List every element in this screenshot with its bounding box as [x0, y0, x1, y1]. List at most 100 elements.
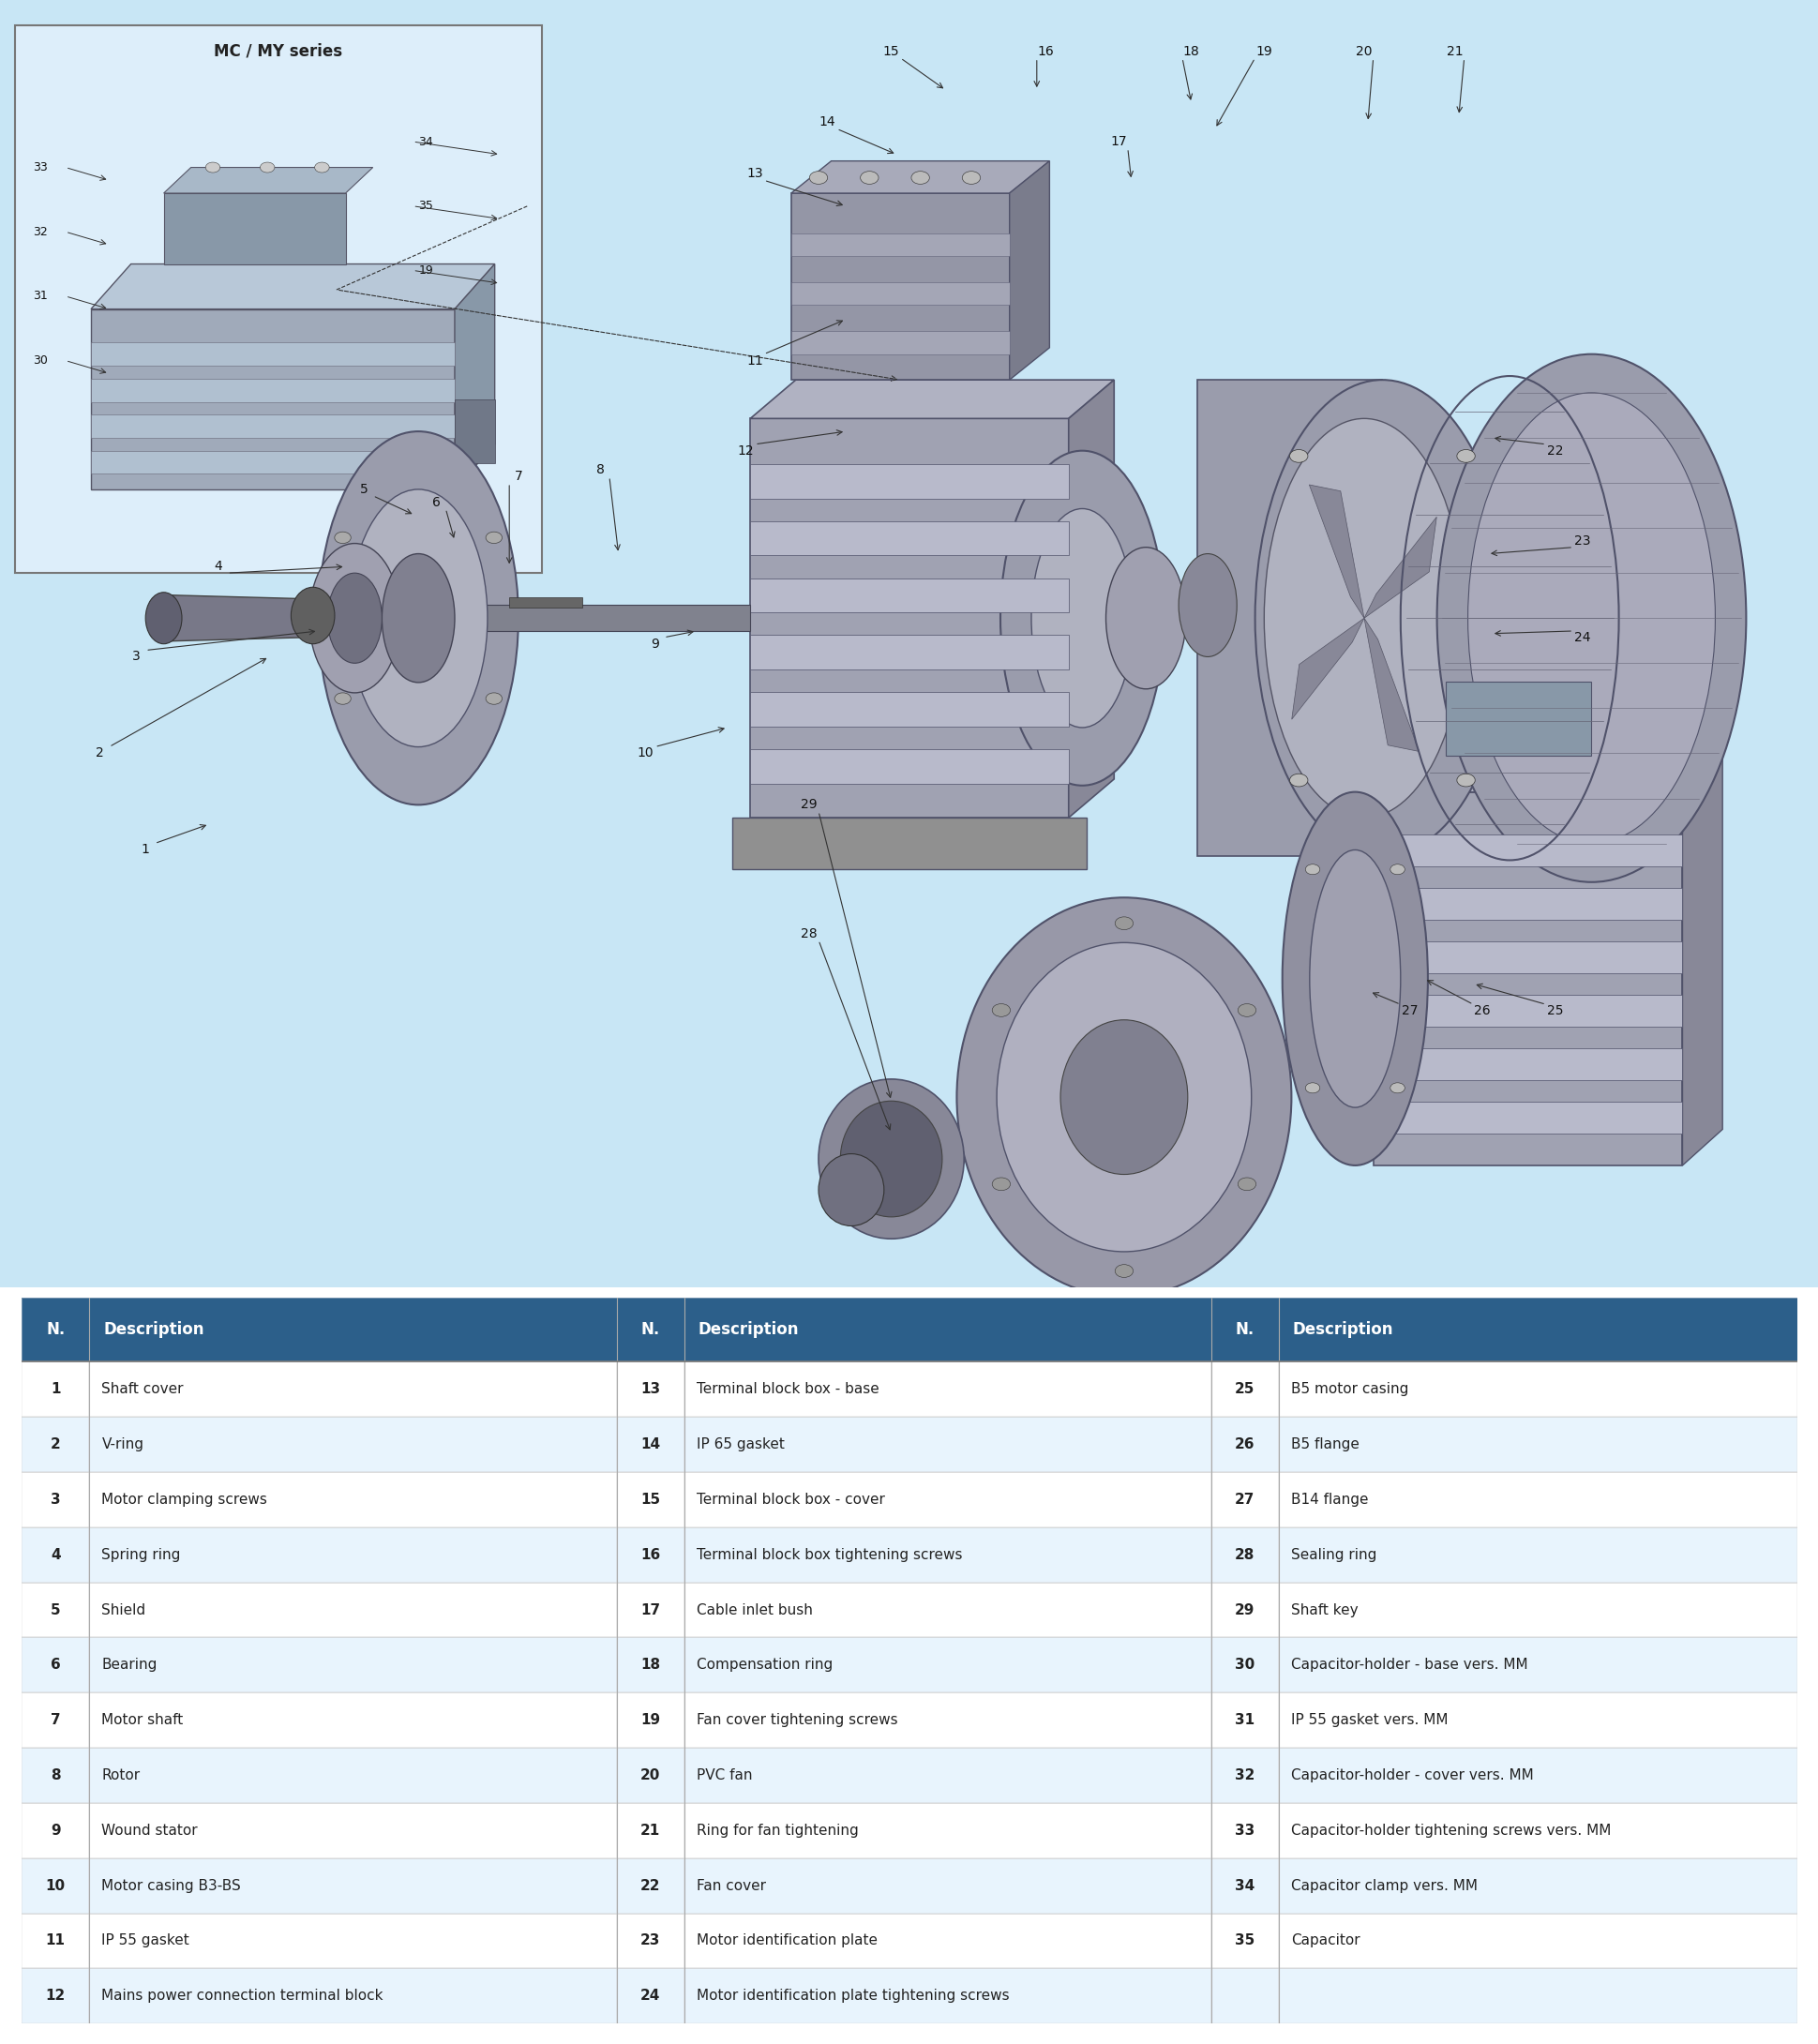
Bar [89, 1968, 616, 2024]
Text: 3: 3 [51, 1492, 60, 1506]
Text: 29: 29 [800, 799, 818, 811]
Bar [89, 1803, 616, 1858]
Ellipse shape [860, 172, 878, 184]
Text: Shaft cover: Shaft cover [102, 1382, 184, 1396]
Bar [22, 1858, 89, 1913]
Polygon shape [1682, 756, 1722, 1165]
Bar [616, 1582, 684, 1637]
Text: 18: 18 [640, 1658, 660, 1672]
Bar [91, 415, 454, 437]
Text: 5: 5 [360, 482, 367, 497]
Text: 25: 25 [1234, 1382, 1254, 1396]
Text: B14 flange: B14 flange [1291, 1492, 1367, 1506]
Text: 19: 19 [1254, 45, 1273, 57]
Ellipse shape [1264, 419, 1463, 818]
Bar [616, 1298, 684, 1361]
Ellipse shape [327, 572, 382, 662]
Bar [1211, 1803, 1278, 1858]
Bar [791, 192, 1009, 380]
Text: 4: 4 [51, 1547, 60, 1562]
Bar [749, 578, 1067, 613]
Text: 28: 28 [1234, 1547, 1254, 1562]
Ellipse shape [349, 489, 487, 746]
Bar [1373, 942, 1682, 973]
Text: 3: 3 [133, 650, 140, 664]
Ellipse shape [1289, 450, 1307, 462]
Ellipse shape [205, 161, 220, 172]
Polygon shape [1291, 617, 1364, 719]
Text: 10: 10 [45, 1878, 65, 1893]
Text: N.: N. [45, 1320, 65, 1339]
Ellipse shape [1456, 775, 1474, 787]
Bar [1445, 681, 1591, 756]
Text: 7: 7 [514, 470, 522, 482]
Text: MC / MY series: MC / MY series [215, 43, 342, 59]
Bar [684, 1692, 1211, 1748]
Text: 1: 1 [142, 844, 149, 856]
Text: Ring for fan tightening: Ring for fan tightening [696, 1823, 858, 1838]
Text: Compensation ring: Compensation ring [696, 1658, 833, 1672]
Text: 17: 17 [1109, 135, 1127, 149]
Bar [1373, 834, 1682, 867]
Bar [1278, 1968, 1796, 2024]
Text: 24: 24 [640, 1989, 660, 2003]
Ellipse shape [996, 942, 1251, 1251]
Text: 30: 30 [33, 354, 47, 366]
Text: 20: 20 [640, 1768, 660, 1782]
Bar [1211, 1582, 1278, 1637]
Text: Cable inlet bush: Cable inlet bush [696, 1602, 813, 1617]
Text: Fan cover: Fan cover [696, 1878, 765, 1893]
Bar [22, 1527, 89, 1582]
Text: Motor clamping screws: Motor clamping screws [102, 1492, 267, 1506]
Bar [616, 1858, 684, 1913]
Ellipse shape [1238, 1177, 1256, 1190]
Bar [1373, 791, 1682, 1165]
Bar [1278, 1298, 1796, 1361]
Text: 32: 32 [33, 225, 47, 237]
Text: Capacitor-holder - base vers. MM: Capacitor-holder - base vers. MM [1291, 1658, 1527, 1672]
Text: 34: 34 [418, 135, 433, 147]
Bar [1278, 1803, 1796, 1858]
Polygon shape [749, 380, 1113, 419]
Bar [300, 605, 749, 632]
Text: 15: 15 [882, 45, 900, 57]
Bar [616, 1416, 684, 1472]
Bar [684, 1637, 1211, 1692]
Ellipse shape [315, 161, 329, 172]
Ellipse shape [818, 1079, 964, 1239]
Bar [684, 1527, 1211, 1582]
Bar [1278, 1582, 1796, 1637]
Bar [749, 693, 1067, 726]
Text: 34: 34 [1234, 1878, 1254, 1893]
Text: Description: Description [698, 1320, 798, 1339]
Text: 26: 26 [1234, 1437, 1254, 1451]
Polygon shape [91, 264, 494, 309]
Bar [1211, 1858, 1278, 1913]
Polygon shape [791, 161, 1049, 192]
Bar [749, 636, 1067, 670]
Bar [91, 343, 454, 366]
Text: 31: 31 [1234, 1713, 1254, 1727]
Text: PVC fan: PVC fan [696, 1768, 753, 1782]
Bar [791, 233, 1009, 256]
Ellipse shape [962, 172, 980, 184]
Bar [1278, 1527, 1796, 1582]
Ellipse shape [1254, 380, 1509, 856]
Text: Description: Description [1293, 1320, 1393, 1339]
Text: IP 55 gasket vers. MM: IP 55 gasket vers. MM [1291, 1713, 1447, 1727]
Bar [1278, 1913, 1796, 1968]
Ellipse shape [1114, 1265, 1133, 1278]
Bar [89, 1298, 616, 1361]
Text: 32: 32 [1234, 1768, 1254, 1782]
Bar [1373, 1102, 1682, 1132]
Text: Fan cover tightening screws: Fan cover tightening screws [696, 1713, 898, 1727]
Bar [1278, 1692, 1796, 1748]
Text: 21: 21 [640, 1823, 660, 1838]
Polygon shape [1009, 161, 1049, 380]
Bar [1196, 380, 1382, 856]
Ellipse shape [335, 531, 351, 544]
Text: 12: 12 [736, 444, 754, 458]
Text: 20: 20 [1354, 45, 1373, 57]
Text: Terminal block box - cover: Terminal block box - cover [696, 1492, 884, 1506]
Text: 28: 28 [800, 928, 818, 940]
